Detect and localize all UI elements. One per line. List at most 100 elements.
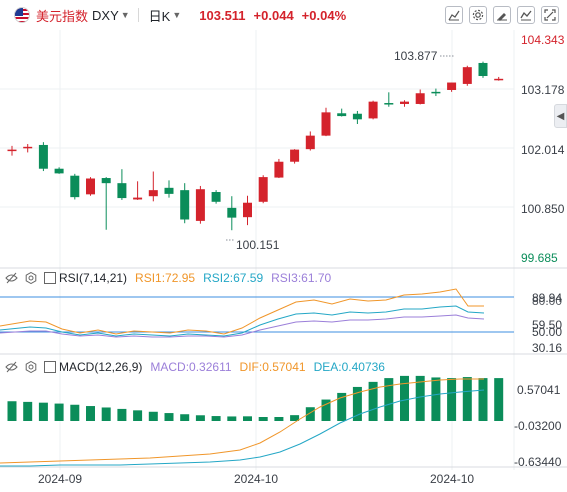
candle-body bbox=[447, 82, 457, 90]
macd-bar bbox=[462, 377, 472, 421]
rsi-overlap-label: 89.94 bbox=[532, 291, 563, 305]
candle-body bbox=[211, 192, 221, 202]
eye-slash-icon[interactable] bbox=[4, 360, 18, 374]
compare-icon[interactable] bbox=[445, 6, 463, 24]
candle-body bbox=[117, 183, 127, 199]
candle-body bbox=[133, 197, 143, 200]
chevron-down-icon[interactable]: ▼ bbox=[120, 10, 130, 20]
candle-body bbox=[243, 202, 252, 218]
candle-body bbox=[305, 135, 315, 150]
macd-bar bbox=[447, 378, 457, 421]
candle-body bbox=[400, 101, 409, 104]
date-label: 2024-10 bbox=[430, 472, 475, 486]
rsi2-value: RSI2:67.59 bbox=[203, 271, 264, 285]
dea-value: DEA:0.40736 bbox=[313, 360, 385, 374]
price-axis-label: 102.014 bbox=[521, 143, 565, 157]
macd-bar bbox=[180, 414, 190, 421]
candle-body bbox=[431, 91, 441, 94]
macd-bar bbox=[23, 401, 33, 421]
candle-body bbox=[7, 149, 17, 152]
candle-body bbox=[384, 103, 394, 105]
gear-icon[interactable] bbox=[24, 360, 38, 374]
rsi3-line bbox=[0, 314, 485, 338]
macd-bar bbox=[164, 413, 174, 421]
macd-bar bbox=[70, 404, 80, 421]
candle-body bbox=[352, 113, 362, 120]
macd-bar bbox=[478, 378, 488, 421]
checkbox-icon[interactable] bbox=[44, 361, 56, 373]
macd-bar bbox=[431, 377, 441, 421]
candle-body bbox=[494, 78, 504, 81]
macd-axis-label: -0.63440 bbox=[514, 455, 562, 469]
candle-body bbox=[337, 113, 347, 117]
macd-name: MACD(12,26,9) bbox=[59, 360, 143, 374]
chart-toolbar bbox=[445, 6, 559, 24]
candle-body bbox=[478, 62, 488, 77]
macd-bar bbox=[400, 375, 409, 421]
symbol-code[interactable]: DXY bbox=[92, 7, 119, 23]
price-change-percent: +0.04% bbox=[301, 7, 347, 23]
macd-header: MACD(12,26,9) MACD:0.32611 DIF:0.57041 D… bbox=[4, 360, 393, 374]
macd-bar bbox=[195, 415, 205, 421]
macd-axis-label: -0.03200 bbox=[514, 419, 562, 433]
rsi1-value: RSI1:72.95 bbox=[135, 271, 196, 285]
rsi-axis-label: 50.00 bbox=[532, 325, 563, 339]
period-high-label: 103.877 bbox=[394, 49, 438, 63]
price-axis-label: 103.178 bbox=[521, 83, 565, 97]
candle-body bbox=[274, 161, 284, 178]
macd-bar bbox=[7, 401, 17, 421]
candle-body bbox=[258, 177, 268, 202]
price-axis-label: 99.685 bbox=[521, 251, 558, 265]
rsi-axis-label: 80.00 bbox=[532, 294, 563, 308]
candlesticks bbox=[7, 61, 504, 231]
macd-bar bbox=[117, 408, 127, 421]
macd-bar bbox=[337, 392, 347, 421]
macd-bar bbox=[274, 417, 284, 421]
candle-body bbox=[227, 207, 237, 218]
date-label: 2024-09 bbox=[38, 472, 83, 486]
rsi1-line bbox=[0, 288, 484, 335]
macd-bar bbox=[305, 407, 315, 421]
dif-value: DIF:0.57041 bbox=[239, 360, 306, 374]
candle-body bbox=[368, 101, 378, 119]
macd-bar bbox=[38, 402, 48, 421]
date-label: 2024-10 bbox=[234, 472, 279, 486]
fullscreen-icon[interactable] bbox=[541, 6, 559, 24]
period-chevron-down-icon[interactable]: ▼ bbox=[172, 10, 182, 20]
rsi-axis-label: 30.16 bbox=[532, 341, 563, 355]
macd-bar bbox=[494, 378, 504, 421]
macd-bar bbox=[384, 378, 394, 421]
chart-header: 美元指数 DXY ▼ 日K ▼ 103.511 +0.044 +0.04% bbox=[0, 0, 567, 30]
macd-bar bbox=[243, 416, 252, 421]
macd-bar bbox=[86, 406, 95, 421]
draw-icon[interactable] bbox=[493, 6, 511, 24]
macd-bar bbox=[290, 415, 300, 421]
candle-body bbox=[86, 178, 95, 195]
macd-bar bbox=[133, 410, 143, 421]
eye-slash-icon[interactable] bbox=[4, 271, 18, 285]
macd-bar bbox=[321, 399, 331, 421]
dif-line bbox=[0, 378, 484, 464]
collapse-panel-button[interactable]: ◀ bbox=[554, 104, 567, 128]
candle-body bbox=[23, 146, 33, 149]
rsi3-value: RSI3:61.70 bbox=[271, 271, 332, 285]
macd-bar bbox=[415, 375, 425, 421]
indicator-icon[interactable] bbox=[517, 6, 535, 24]
settings-icon[interactable] bbox=[469, 6, 487, 24]
macd-value: MACD:0.32611 bbox=[150, 360, 232, 374]
macd-bar bbox=[227, 416, 237, 421]
dea-line bbox=[0, 389, 485, 467]
candle-body bbox=[38, 144, 48, 169]
macd-bar bbox=[368, 381, 378, 421]
rsi-overlap-label: 59.50 bbox=[532, 318, 563, 332]
symbol-name[interactable]: 美元指数 bbox=[36, 8, 89, 24]
candle-body bbox=[195, 189, 205, 221]
period-selector[interactable]: 日K bbox=[148, 8, 171, 24]
candle-body bbox=[462, 67, 472, 84]
checkbox-icon[interactable] bbox=[44, 272, 56, 284]
macd-bar bbox=[101, 407, 111, 421]
candle-body bbox=[164, 187, 174, 194]
macd-bar bbox=[148, 411, 158, 421]
gear-icon[interactable] bbox=[24, 271, 38, 285]
